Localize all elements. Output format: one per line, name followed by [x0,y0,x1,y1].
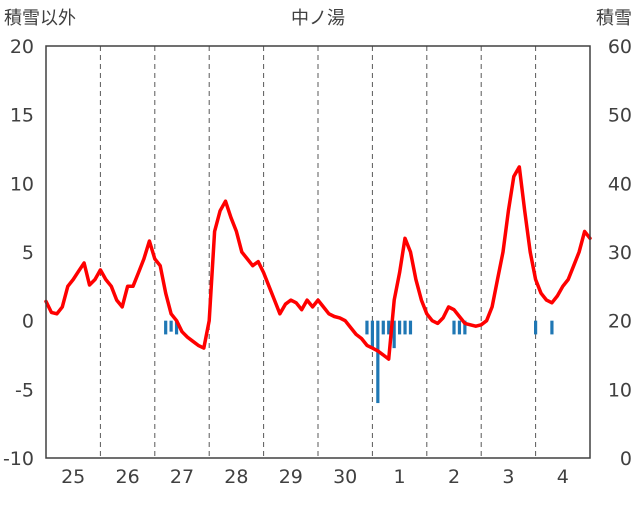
y-tick-label-left: 10 [10,173,34,195]
y-tick-label-left: 20 [10,36,34,58]
temperature-line [44,165,592,361]
precipitation-bar [463,320,467,335]
right-axis-label: 積雪 [596,8,632,29]
x-tick-label: 25 [61,466,85,488]
precipitation-bar [392,320,396,349]
y-tick-label-right: 10 [608,379,632,401]
precipitation-bar [403,320,407,335]
y-tick-label-left: 5 [22,242,34,264]
x-tick-label: 26 [116,466,140,488]
grid-layer [99,46,537,458]
x-tick-label: 2 [448,466,460,488]
x-tick-label: 28 [224,466,248,488]
right-axis-ticks: 60 50 40 30 20 10 0 [608,36,632,470]
x-tick-label: 4 [557,466,569,488]
y-tick-label-left: 0 [22,311,34,333]
x-tick-label: 29 [279,466,303,488]
left-axis-label: 積雪以外 [4,8,76,29]
x-tick-label: 1 [394,466,406,488]
y-tick-label-right: 30 [608,242,632,264]
precipitation-bar [408,320,413,335]
precipitation-bar [174,320,179,335]
precipitation-bar [534,320,538,335]
precipitation-bar [457,320,462,335]
x-axis-ticks: 25 26 27 28 29 30 1 2 3 4 [61,466,569,488]
y-tick-label-right: 50 [608,105,632,127]
x-tick-label: 30 [333,466,357,488]
y-tick-label-right: 60 [608,36,632,58]
y-tick-label-right: 0 [620,448,632,470]
y-tick-label-left: -5 [15,379,34,401]
precipitation-bar [376,320,380,404]
y-tick-label-left: -10 [3,448,34,470]
plot-frame [45,45,591,459]
x-tick-label: 3 [502,466,514,488]
y-tick-label-right: 20 [608,311,632,333]
y-tick-label-right: 40 [608,173,632,195]
temperature-line-layer [44,165,592,361]
precipitation-bar [387,320,391,335]
chart-title: 中ノ湯 [291,8,345,29]
precipitation-bar [365,320,369,335]
precipitation-bar [550,320,554,335]
left-axis-ticks: 20 15 10 5 0 -5 -10 [3,36,34,470]
precipitation-bars [164,320,554,404]
precipitation-bar [452,320,456,335]
precipitation-bar [370,320,374,349]
precipitation-bar [398,320,402,335]
x-tick-label: 27 [170,466,194,488]
y-tick-label-left: 15 [10,105,34,127]
precipitation-bar [381,320,385,335]
precipitation-bar [164,320,168,335]
precipitation-bar [169,320,173,332]
